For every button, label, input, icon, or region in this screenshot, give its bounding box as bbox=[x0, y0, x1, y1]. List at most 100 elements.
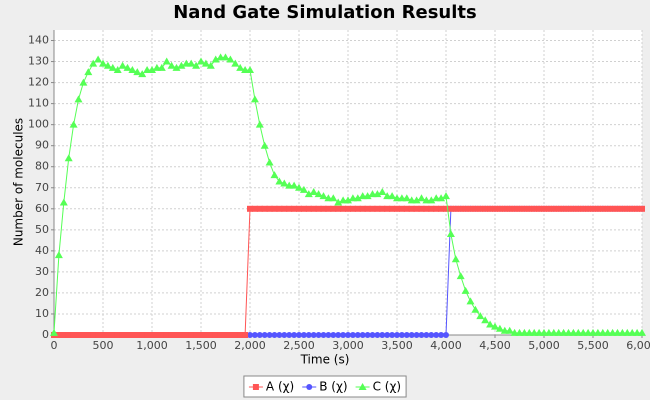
marker bbox=[413, 205, 420, 212]
marker bbox=[491, 322, 499, 330]
marker bbox=[266, 332, 273, 338]
marker bbox=[477, 205, 484, 212]
marker bbox=[193, 332, 200, 338]
marker bbox=[417, 194, 426, 202]
marker bbox=[378, 187, 387, 195]
marker bbox=[388, 192, 397, 200]
marker bbox=[505, 326, 514, 334]
marker bbox=[443, 205, 449, 212]
marker bbox=[354, 332, 361, 338]
marker bbox=[275, 177, 284, 185]
marker bbox=[599, 205, 606, 212]
marker bbox=[325, 205, 332, 212]
marker bbox=[255, 120, 264, 128]
marker bbox=[594, 205, 601, 212]
marker bbox=[629, 205, 636, 212]
x-tick-label: 1,500 bbox=[185, 339, 217, 352]
marker bbox=[315, 205, 322, 212]
marker bbox=[495, 324, 504, 332]
marker bbox=[129, 332, 136, 338]
marker bbox=[280, 179, 289, 187]
marker bbox=[575, 205, 582, 212]
y-tick-label: 90 bbox=[35, 139, 49, 152]
marker bbox=[433, 332, 440, 338]
marker bbox=[570, 205, 577, 212]
y-tick-label: 100 bbox=[28, 118, 49, 131]
marker bbox=[476, 312, 485, 320]
marker bbox=[162, 57, 171, 65]
marker bbox=[379, 205, 386, 212]
marker bbox=[398, 205, 405, 212]
y-tick-label: 140 bbox=[28, 34, 49, 47]
marker bbox=[178, 332, 185, 338]
marker bbox=[516, 205, 523, 212]
marker bbox=[305, 332, 312, 338]
marker bbox=[252, 384, 259, 390]
marker bbox=[310, 332, 317, 338]
marker bbox=[442, 192, 450, 200]
marker bbox=[619, 205, 626, 212]
marker bbox=[363, 192, 372, 200]
x-tick-label: 5,500 bbox=[577, 339, 609, 352]
marker bbox=[408, 332, 415, 338]
marker bbox=[334, 198, 343, 206]
marker bbox=[251, 205, 258, 212]
marker bbox=[541, 205, 547, 212]
series bbox=[50, 53, 646, 336]
marker bbox=[466, 297, 475, 305]
marker bbox=[133, 68, 142, 76]
x-tick-label: 3,000 bbox=[332, 339, 364, 352]
marker bbox=[471, 305, 480, 313]
marker bbox=[247, 205, 253, 212]
marker bbox=[340, 332, 347, 338]
marker bbox=[335, 332, 342, 338]
marker bbox=[354, 205, 361, 212]
marker bbox=[364, 205, 371, 212]
marker bbox=[427, 196, 436, 204]
x-tick-label: 0 bbox=[51, 339, 58, 352]
y-axis-label: Number of molecules bbox=[12, 118, 26, 246]
marker bbox=[349, 332, 356, 338]
marker bbox=[242, 332, 249, 338]
marker bbox=[85, 332, 92, 338]
y-tick-label: 80 bbox=[35, 160, 49, 173]
marker bbox=[187, 59, 196, 67]
marker bbox=[462, 205, 469, 212]
marker bbox=[340, 205, 347, 212]
y-tick-label: 20 bbox=[35, 286, 49, 299]
marker bbox=[183, 332, 190, 338]
marker bbox=[296, 332, 302, 338]
marker bbox=[157, 63, 166, 71]
marker bbox=[172, 63, 181, 71]
marker bbox=[373, 190, 382, 198]
marker bbox=[100, 332, 106, 338]
marker bbox=[65, 332, 72, 338]
marker bbox=[433, 205, 440, 212]
x-tick-label: 4,500 bbox=[479, 339, 511, 352]
marker bbox=[173, 332, 180, 338]
marker bbox=[451, 255, 460, 263]
marker bbox=[227, 332, 234, 338]
marker bbox=[604, 205, 611, 212]
marker bbox=[314, 190, 323, 198]
marker bbox=[472, 205, 479, 212]
marker bbox=[545, 205, 552, 212]
marker bbox=[418, 332, 425, 338]
marker bbox=[511, 205, 518, 212]
marker bbox=[90, 332, 97, 338]
marker bbox=[201, 59, 210, 67]
marker bbox=[246, 65, 254, 73]
marker bbox=[261, 205, 268, 212]
marker bbox=[335, 205, 342, 212]
marker bbox=[94, 55, 103, 63]
marker bbox=[217, 332, 224, 338]
marker bbox=[467, 205, 474, 212]
y-tick-label: 130 bbox=[28, 55, 49, 68]
marker bbox=[412, 196, 421, 204]
marker bbox=[80, 332, 87, 338]
marker bbox=[271, 205, 278, 212]
marker bbox=[103, 61, 112, 69]
marker bbox=[394, 205, 400, 212]
marker bbox=[428, 332, 435, 338]
